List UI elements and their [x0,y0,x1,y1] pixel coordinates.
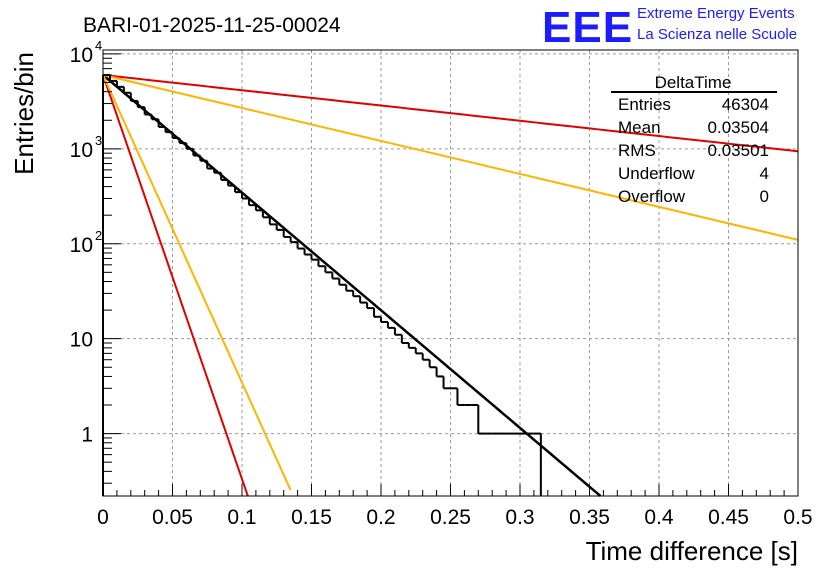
axis-ticks [102,53,799,496]
histogram-bin [122,86,131,94]
chart-title: BARI-01-2025-11-25-00024 [83,14,341,37]
x-axis-title: Time difference [s] [586,536,798,566]
x-tick-label: 0.35 [569,506,610,529]
x-tick-label: 0 [97,506,109,529]
stats-label-underflow: Underflow [618,164,695,183]
histogram-bin [234,185,242,194]
histogram-bin [157,119,166,128]
histogram-bin [407,343,416,349]
histogram-bin [150,114,159,121]
histogram-bin [164,126,173,134]
stats-label-mean: Mean [618,118,661,137]
histogram-bin [247,198,256,207]
eee-logo-line1: Extreme Energy Events [637,5,795,22]
histogram-bin [192,148,201,157]
histogram-bin [324,266,333,274]
histogram-bin [275,224,284,231]
eee-logo: EEE Extreme Energy Events La Scienza nel… [542,3,797,52]
histogram-bin [352,290,361,298]
stats-label-entries: Entries [618,95,671,114]
curve-orange-lower [102,74,292,491]
x-tick-label: 0.4 [644,506,674,529]
histogram-bin [129,92,138,102]
histogram-bin [213,168,222,174]
histogram-bin [261,210,270,219]
histogram-bin [421,353,430,361]
eee-logo-line2: La Scienza nelle Scuole [637,26,797,43]
histogram-bin [178,138,187,145]
histogram-bin [220,172,229,181]
histogram-bin [254,205,263,212]
y-tick-label: 10 [70,139,93,162]
histogram-bin [268,217,277,226]
histogram-bin [296,242,305,250]
stats-value-underflow: 4 [760,164,769,183]
histogram-bin [477,405,486,435]
histogram-bin [185,143,194,150]
histogram-bin [373,308,381,318]
histogram-bin [206,160,215,170]
x-tick-label: 0.25 [430,506,471,529]
histogram-bin [115,80,124,88]
histogram-bin [386,321,395,329]
stats-label-rms: RMS [618,141,656,160]
histogram-bin [310,254,319,261]
histogram-bin [338,278,347,286]
y-tick-label: 10 [70,44,93,67]
histogram-bin [143,107,152,116]
histogram-bin [199,155,208,162]
histogram-bin [393,327,402,336]
stats-value-mean: 0.03504 [708,118,769,137]
histogram-bin [331,272,340,280]
histogram-bin [317,259,326,268]
eee-logo-mark: EEE [542,3,633,52]
x-tick-label: 0.3 [505,506,534,529]
stats-value-overflow: 0 [760,187,769,206]
histogram-bin [400,334,409,345]
x-tick-label: 0.45 [708,506,749,529]
x-tick-label: 0.15 [291,506,332,529]
x-tick-label: 0.1 [227,506,256,529]
y-tick-label: 10 [70,234,93,257]
histogram-bin [136,100,145,109]
histogram-bin [303,248,312,256]
histogram-bin [456,388,465,407]
histogram-bin [171,132,180,140]
plot-area [102,49,799,497]
stats-box: DeltaTime Entries 46304 Mean 0.03504 RMS… [611,73,777,206]
histogram-bin [442,376,451,390]
histogram-bin [108,74,117,82]
histogram-bin [282,229,291,238]
histogram-bin [380,316,388,323]
curve-red-lower [102,74,249,497]
histogram-bin [241,192,249,200]
stats-value-rms: 0.03501 [708,141,769,160]
y-tick-exponent: 3 [95,133,102,148]
x-tick-label: 0.2 [366,506,395,529]
y-tick-label: 10 [70,329,93,352]
histogram-bin [227,179,236,187]
histogram-bin [414,347,423,355]
y-axis-title: Entries/bin [9,52,39,175]
stats-box-name: DeltaTime [655,73,732,92]
histogram-bin [289,236,298,244]
y-tick-label: 1 [81,424,93,447]
y-tick-exponent: 4 [95,38,102,53]
x-tick-label: 0.05 [152,506,193,529]
curve-red-upper [102,73,799,153]
histogram-bin [366,302,375,310]
fit-curves [102,73,799,497]
histogram-bin [435,367,444,378]
histogram-bin [345,284,354,292]
stats-label-overflow: Overflow [618,187,686,206]
stats-value-entries: 46304 [722,95,769,114]
y-tick-exponent: 2 [95,228,102,243]
x-tick-label: 0.5 [783,506,812,529]
curve-orange-upper [102,74,799,241]
histogram-bin [428,359,437,369]
histogram-bin [359,296,368,304]
